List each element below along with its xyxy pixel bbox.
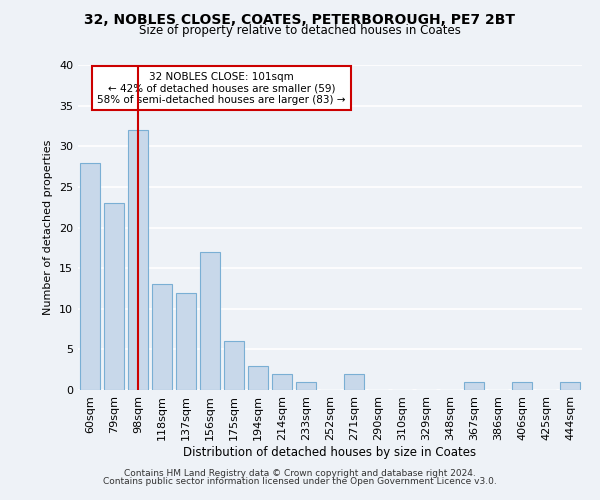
X-axis label: Distribution of detached houses by size in Coates: Distribution of detached houses by size … [184,446,476,458]
Y-axis label: Number of detached properties: Number of detached properties [43,140,53,315]
Bar [176,292,196,390]
Bar [128,130,148,390]
Bar [512,382,532,390]
Bar [152,284,172,390]
Bar [344,374,364,390]
Text: Contains HM Land Registry data © Crown copyright and database right 2024.: Contains HM Land Registry data © Crown c… [124,468,476,477]
Bar [248,366,268,390]
Bar [296,382,316,390]
Bar [80,162,100,390]
Text: Size of property relative to detached houses in Coates: Size of property relative to detached ho… [139,24,461,37]
Bar [464,382,484,390]
Bar [272,374,292,390]
Bar [200,252,220,390]
Bar [224,341,244,390]
Text: 32 NOBLES CLOSE: 101sqm
← 42% of detached houses are smaller (59)
58% of semi-de: 32 NOBLES CLOSE: 101sqm ← 42% of detache… [97,72,346,104]
Bar [104,203,124,390]
Text: 32, NOBLES CLOSE, COATES, PETERBOROUGH, PE7 2BT: 32, NOBLES CLOSE, COATES, PETERBOROUGH, … [85,12,515,26]
Text: Contains public sector information licensed under the Open Government Licence v3: Contains public sector information licen… [103,477,497,486]
Bar [560,382,580,390]
